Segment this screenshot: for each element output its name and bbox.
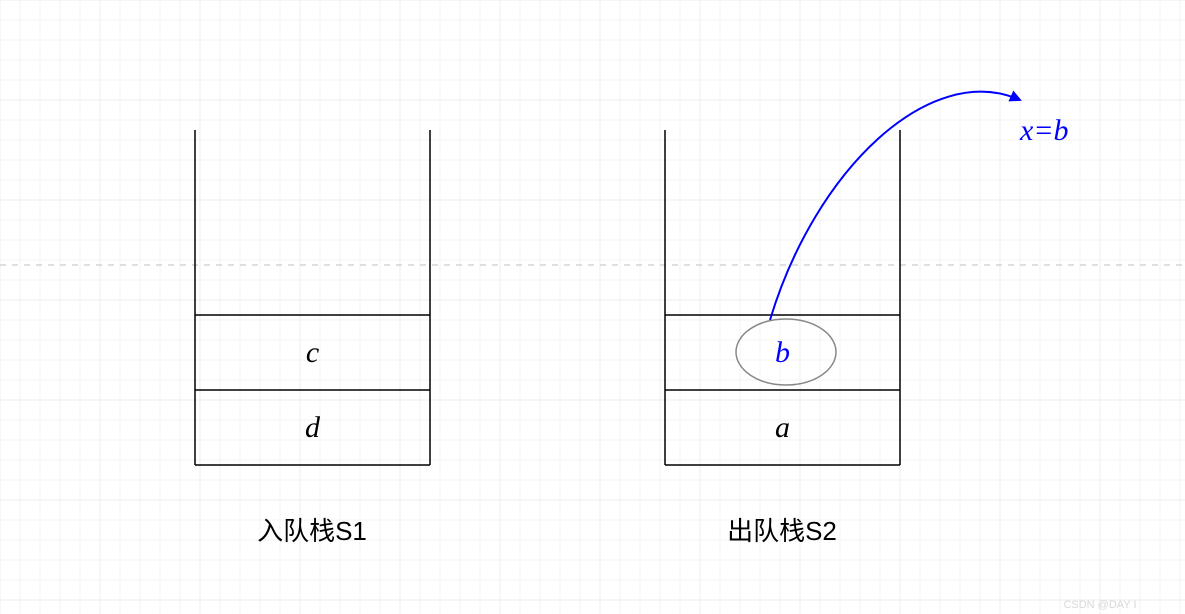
stack-label: 入队栈S1 — [257, 516, 367, 546]
stack-cell-value: d — [305, 411, 321, 444]
watermark: CSDN @DAY I — [1063, 599, 1136, 611]
canvas-background — [0, 0, 1185, 614]
stack-cell-value: b — [775, 336, 790, 369]
stack-cell-value: a — [775, 411, 790, 444]
stack-label: 出队栈S2 — [727, 516, 837, 546]
stack-cell-value: c — [306, 336, 319, 369]
result-label: x=b — [1019, 114, 1069, 147]
